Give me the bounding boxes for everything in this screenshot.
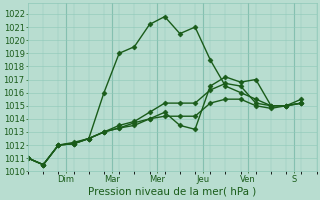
X-axis label: Pression niveau de la mer( hPa ): Pression niveau de la mer( hPa ) xyxy=(88,187,256,197)
